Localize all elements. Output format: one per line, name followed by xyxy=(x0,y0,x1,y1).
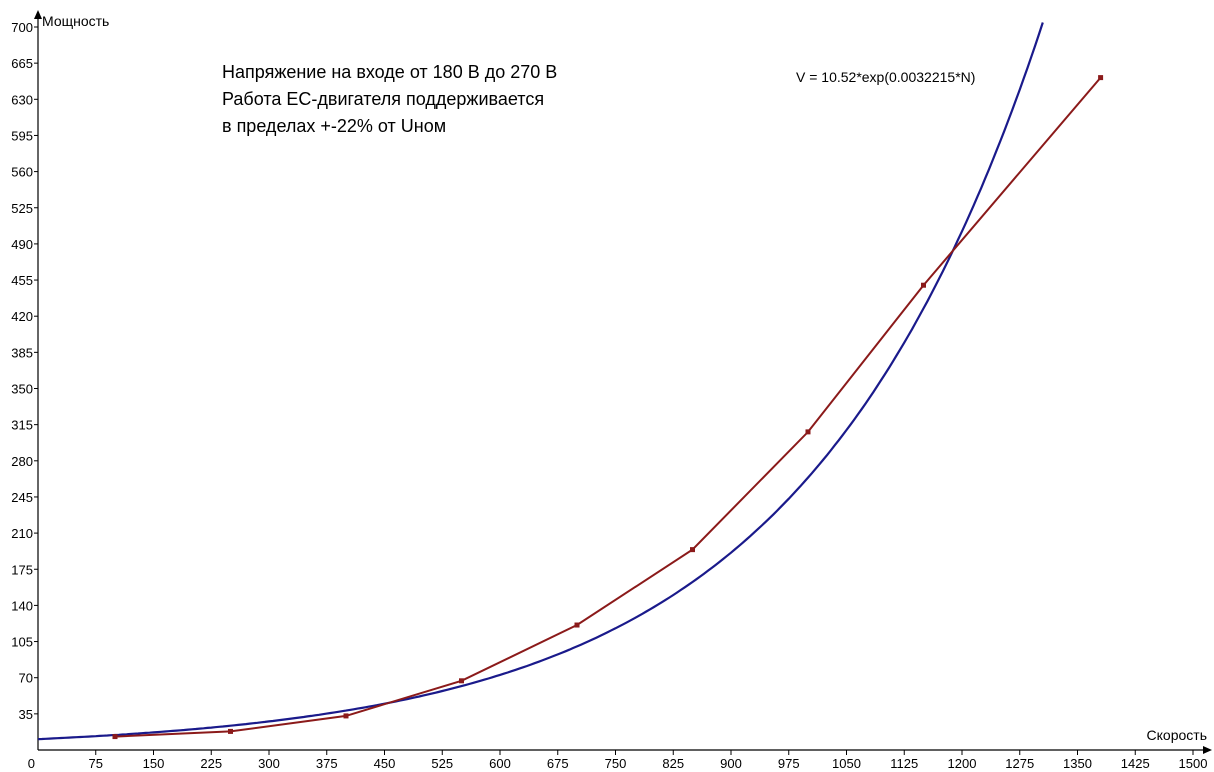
y-ticks: 35 70 105 140 175 210 245 280 315 350 385 420 455 490… xyxy=(11,20,38,722)
x-tick-label: 300 xyxy=(258,756,280,771)
y-tick-label: 280 xyxy=(11,454,33,469)
x-tick-label: 900 xyxy=(720,756,742,771)
x-tick-label: 600 xyxy=(489,756,511,771)
x-tick-label: 75 xyxy=(89,756,103,771)
measured-point xyxy=(112,734,118,740)
y-tick-label: 175 xyxy=(11,562,33,577)
measured-point xyxy=(574,622,580,628)
x-tick-label: 1275 xyxy=(1005,756,1034,771)
y-tick-label: 700 xyxy=(11,20,33,35)
y-tick-label: 35 xyxy=(19,707,33,722)
y-tick-label: 385 xyxy=(11,345,33,360)
axes xyxy=(34,10,1212,754)
measured-point xyxy=(228,728,233,734)
x-tick-label: 1425 xyxy=(1121,756,1150,771)
y-axis-arrow xyxy=(34,10,42,19)
x-tick-label: 1050 xyxy=(832,756,861,771)
x-tick-label: 675 xyxy=(547,756,569,771)
note-line-1: Напряжение на входе от 180 В до 270 В xyxy=(222,62,557,82)
measured-point xyxy=(343,713,349,719)
x-tick-label: 825 xyxy=(662,756,684,771)
x-ticks: 0 75 150 225 300 375 450 525 600 675 750 825 900 975 1… xyxy=(28,750,1208,771)
y-tick-label: 350 xyxy=(11,382,33,397)
measured-point xyxy=(805,429,811,435)
x-tick-label: 1350 xyxy=(1063,756,1092,771)
x-tick-label: 975 xyxy=(778,756,800,771)
x-tick-label: 225 xyxy=(200,756,222,771)
note-line-2: Работа ЕС-двигателя поддерживается xyxy=(222,89,544,109)
x-tick-label: 525 xyxy=(431,756,453,771)
x-axis-arrow xyxy=(1203,746,1212,754)
y-tick-label: 665 xyxy=(11,56,33,71)
y-tick-label: 420 xyxy=(11,309,33,324)
y-tick-label: 595 xyxy=(11,128,33,143)
y-tick-label: 455 xyxy=(11,273,33,288)
y-axis-title: Мощность xyxy=(42,13,109,29)
x-tick-label: 1500 xyxy=(1179,756,1208,771)
x-tick-label: 1200 xyxy=(948,756,977,771)
y-tick-label: 245 xyxy=(11,490,33,505)
fit-curve xyxy=(37,22,1044,741)
y-tick-label: 105 xyxy=(11,635,33,650)
x-tick-label: 0 xyxy=(28,756,35,771)
measured-point xyxy=(921,282,926,288)
x-axis-title: Скорость xyxy=(1147,727,1207,743)
x-tick-label: 450 xyxy=(374,756,396,771)
x-tick-label: 150 xyxy=(143,756,165,771)
y-tick-label: 140 xyxy=(11,598,33,613)
y-tick-label: 630 xyxy=(11,92,33,107)
measured-point xyxy=(459,678,464,684)
series-layer xyxy=(37,22,1104,741)
y-tick-label: 315 xyxy=(11,418,33,433)
y-tick-label: 70 xyxy=(19,671,33,686)
measured-line xyxy=(114,76,1102,738)
measured-point xyxy=(1098,75,1104,81)
x-tick-label: 1125 xyxy=(890,756,918,771)
y-tick-label: 210 xyxy=(11,526,33,541)
y-tick-label: 490 xyxy=(11,237,33,252)
note-line-3: в пределах +-22% от Uном xyxy=(222,116,446,136)
x-tick-label: 375 xyxy=(316,756,338,771)
x-tick-label: 750 xyxy=(605,756,627,771)
fit-formula: V = 10.52*exp(0.0032215*N) xyxy=(796,69,975,85)
y-tick-label: 525 xyxy=(11,201,33,216)
y-tick-label: 560 xyxy=(11,165,33,180)
measured-point xyxy=(690,547,695,553)
